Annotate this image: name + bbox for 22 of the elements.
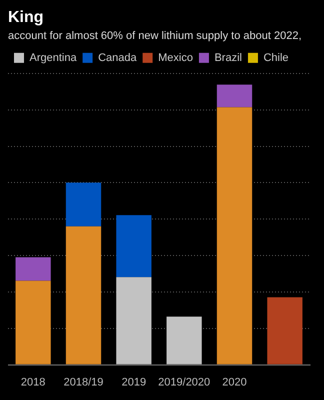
bar bbox=[166, 316, 202, 364]
bar bbox=[66, 182, 102, 226]
legend-label: Mexico bbox=[158, 52, 193, 64]
bar bbox=[16, 280, 51, 364]
legend-label: Brazil bbox=[214, 52, 242, 64]
legend-label: Canada bbox=[98, 52, 138, 64]
bar bbox=[66, 226, 102, 364]
legend-label: Chile bbox=[263, 52, 289, 64]
bar bbox=[116, 277, 152, 364]
x-tick-label: 2019 bbox=[122, 376, 146, 388]
bar bbox=[116, 215, 152, 278]
bar bbox=[216, 107, 252, 364]
x-tick-label: 2020 bbox=[222, 376, 247, 388]
x-tick-label: 2019/2020 bbox=[158, 376, 210, 388]
chart-subtitle: account for almost 60% of new lithium supply to about 2022, bbox=[8, 30, 302, 42]
x-tick-label: 2018/19 bbox=[64, 376, 104, 388]
chart-title: King bbox=[8, 9, 44, 26]
bar bbox=[267, 297, 302, 364]
bar bbox=[216, 84, 252, 108]
legend-label: Argentina bbox=[30, 52, 78, 64]
bar bbox=[16, 257, 51, 281]
x-tick-label: 2018 bbox=[20, 376, 46, 388]
